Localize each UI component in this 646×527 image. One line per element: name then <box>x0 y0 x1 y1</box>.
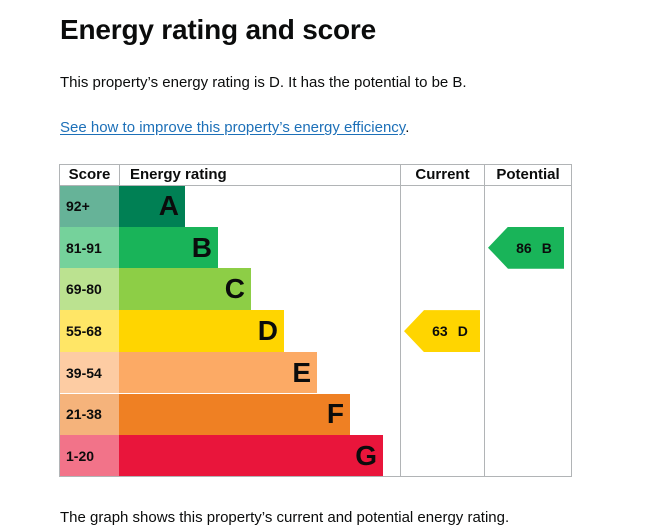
improve-link-line: See how to improve this property’s energ… <box>60 119 409 136</box>
table-border-right <box>571 164 572 477</box>
band-bar-b: B <box>119 226 218 269</box>
band-bar-e: E <box>119 351 317 394</box>
band-bar-c: C <box>119 268 251 311</box>
potential-column-divider <box>484 164 485 477</box>
header-divider <box>59 185 572 186</box>
header-current: Current <box>415 166 470 183</box>
link-period: . <box>405 119 410 136</box>
header-score: Score <box>68 166 111 183</box>
potential-rating-arrow: 86 B <box>488 226 564 269</box>
score-cell-a: 92+ <box>60 185 119 227</box>
header-energy-rating: Energy rating <box>130 166 227 183</box>
score-cell-b: 81-91 <box>60 226 119 269</box>
page-title: Energy rating and score <box>60 14 376 45</box>
band-bar-g: G <box>119 435 383 477</box>
table-border-top <box>59 164 572 165</box>
score-cell-d: 55-68 <box>60 310 119 352</box>
graph-footnote: The graph shows this property’s current … <box>60 509 510 526</box>
score-cell-f: 21-38 <box>60 393 119 436</box>
potential-rating-score: 86 <box>516 239 532 256</box>
table-border-bottom <box>59 475 572 477</box>
current-rating-arrow: 63 D <box>404 310 480 353</box>
band-bar-a: A <box>119 185 185 227</box>
header-potential: Potential <box>496 166 560 183</box>
current-rating-score: 63 <box>432 323 448 340</box>
energy-rating-chart: Score Energy rating Current Potential 92… <box>59 164 572 477</box>
current-rating-letter: D <box>457 323 468 340</box>
score-cell-e: 39-54 <box>60 351 119 394</box>
band-bar-f: F <box>119 393 350 436</box>
potential-rating-letter: B <box>541 239 552 256</box>
score-cell-g: 1-20 <box>60 435 119 477</box>
rating-summary: This property’s energy rating is D. It h… <box>60 74 467 91</box>
improve-efficiency-link[interactable]: See how to improve this property’s energ… <box>60 119 406 136</box>
band-bar-d: D <box>119 310 284 352</box>
current-column-divider <box>400 164 401 477</box>
score-column-divider <box>119 164 120 185</box>
table-border-left <box>59 164 60 477</box>
score-cell-c: 69-80 <box>60 268 119 311</box>
